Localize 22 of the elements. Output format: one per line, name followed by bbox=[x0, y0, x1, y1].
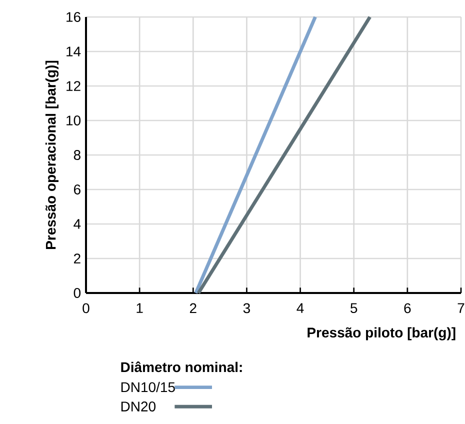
y-tick-label: 2 bbox=[74, 254, 80, 264]
y-tick-label: 16 bbox=[66, 12, 80, 22]
legend-label: DN10/15 bbox=[121, 382, 175, 392]
y-tick-label: 6 bbox=[74, 184, 80, 194]
y-tick-label: 8 bbox=[74, 150, 80, 160]
y-tick-label: 0 bbox=[74, 288, 81, 298]
y-tick-label: 4 bbox=[74, 219, 81, 229]
x-axis-title: Pressão piloto [bar(g)] bbox=[308, 327, 456, 340]
x-tick-label: 4 bbox=[296, 303, 304, 313]
x-tick-label: 6 bbox=[404, 303, 411, 314]
legend-title: Diâmetro nominal: bbox=[121, 362, 242, 372]
y-tick-label: 10 bbox=[66, 116, 81, 126]
y-tick-label: 14 bbox=[66, 46, 81, 56]
x-tick-label: 0 bbox=[82, 303, 90, 314]
x-tick-label: 7 bbox=[458, 303, 464, 313]
y-axis-title: Pressão operacional [bar(g)] bbox=[45, 60, 59, 249]
x-tick-label: 5 bbox=[350, 303, 358, 314]
y-tick-label: 12 bbox=[66, 81, 80, 91]
legend-label: DN20 bbox=[121, 402, 156, 412]
x-tick-label: 1 bbox=[136, 303, 143, 313]
x-tick-label: 3 bbox=[243, 303, 250, 314]
x-tick-label: 2 bbox=[190, 303, 196, 314]
